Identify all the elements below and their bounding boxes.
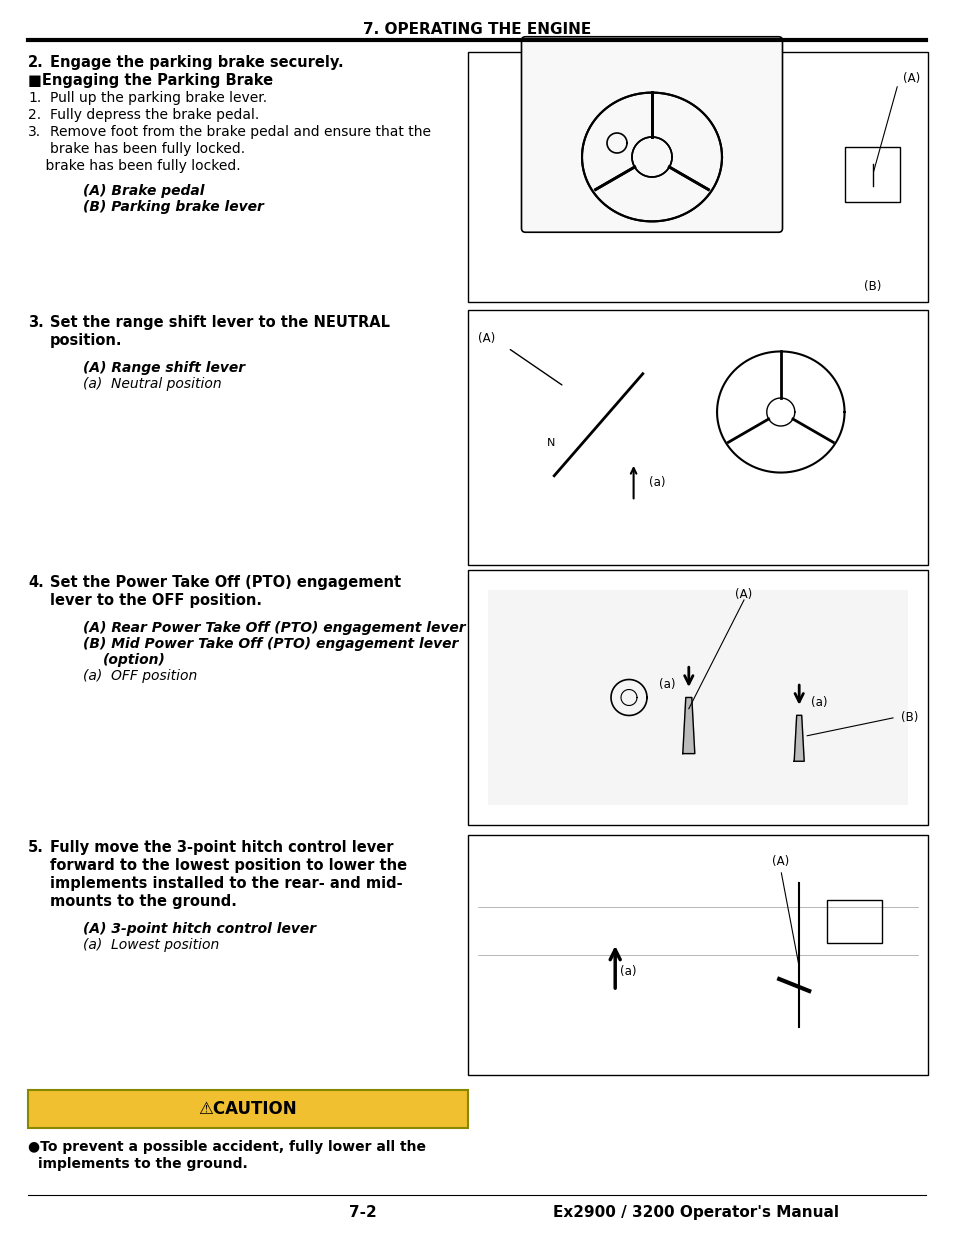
Text: 7-2: 7-2 bbox=[348, 1205, 376, 1220]
Text: Fully move the 3-point hitch control lever: Fully move the 3-point hitch control lev… bbox=[50, 840, 393, 855]
Bar bbox=[844, 147, 900, 203]
Text: N: N bbox=[546, 437, 555, 447]
Text: (A): (A) bbox=[771, 855, 788, 868]
Text: (a): (a) bbox=[810, 697, 826, 709]
FancyBboxPatch shape bbox=[521, 37, 781, 232]
Polygon shape bbox=[793, 715, 803, 761]
Text: 1.: 1. bbox=[28, 91, 41, 105]
Text: (B) Mid Power Take Off (PTO) engagement lever: (B) Mid Power Take Off (PTO) engagement … bbox=[83, 637, 457, 651]
Text: (A) Range shift lever: (A) Range shift lever bbox=[83, 361, 245, 375]
Text: Remove foot from the brake pedal and ensure that the: Remove foot from the brake pedal and ens… bbox=[50, 125, 431, 140]
Text: (a)  Neutral position: (a) Neutral position bbox=[83, 377, 221, 391]
Text: (A) 3-point hitch control lever: (A) 3-point hitch control lever bbox=[83, 923, 315, 936]
Text: ■Engaging the Parking Brake: ■Engaging the Parking Brake bbox=[28, 73, 273, 88]
Text: 5.: 5. bbox=[28, 840, 44, 855]
Text: ●To prevent a possible accident, fully lower all the: ●To prevent a possible accident, fully l… bbox=[28, 1140, 426, 1153]
Text: (B): (B) bbox=[900, 711, 917, 725]
Text: 2.: 2. bbox=[28, 56, 44, 70]
Text: brake has been fully locked.: brake has been fully locked. bbox=[28, 159, 240, 173]
Text: 7. OPERATING THE ENGINE: 7. OPERATING THE ENGINE bbox=[362, 22, 591, 37]
Text: 3.: 3. bbox=[28, 125, 41, 140]
Text: mounts to the ground.: mounts to the ground. bbox=[50, 894, 236, 909]
Text: (B) Parking brake lever: (B) Parking brake lever bbox=[83, 200, 264, 214]
Text: Pull up the parking brake lever.: Pull up the parking brake lever. bbox=[50, 91, 267, 105]
Text: forward to the lowest position to lower the: forward to the lowest position to lower … bbox=[50, 858, 407, 873]
Text: (a): (a) bbox=[658, 678, 675, 692]
Text: position.: position. bbox=[50, 333, 122, 348]
Text: (A) Brake pedal: (A) Brake pedal bbox=[83, 184, 204, 198]
Bar bbox=[468, 52, 927, 303]
Text: (a)  OFF position: (a) OFF position bbox=[83, 669, 197, 683]
Text: 2.: 2. bbox=[28, 107, 41, 122]
Text: (A) Rear Power Take Off (PTO) engagement lever: (A) Rear Power Take Off (PTO) engagement… bbox=[83, 621, 465, 635]
Text: ⚠CAUTION: ⚠CAUTION bbox=[198, 1100, 297, 1118]
Text: implements installed to the rear- and mid-: implements installed to the rear- and mi… bbox=[50, 876, 402, 890]
Text: Ex2900 / 3200 Operator's Manual: Ex2900 / 3200 Operator's Manual bbox=[553, 1205, 839, 1220]
Text: (option): (option) bbox=[103, 653, 166, 667]
Bar bbox=[468, 835, 927, 1074]
Text: (B): (B) bbox=[863, 280, 881, 293]
Bar bbox=[28, 1091, 468, 1128]
Text: Set the Power Take Off (PTO) engagement: Set the Power Take Off (PTO) engagement bbox=[50, 576, 400, 590]
Bar bbox=[468, 571, 927, 825]
Text: (a)  Lowest position: (a) Lowest position bbox=[83, 939, 219, 952]
Text: (A): (A) bbox=[902, 72, 919, 85]
Bar bbox=[826, 900, 882, 944]
Text: Set the range shift lever to the NEUTRAL: Set the range shift lever to the NEUTRAL bbox=[50, 315, 390, 330]
Text: 3.: 3. bbox=[28, 315, 44, 330]
Bar bbox=[468, 310, 927, 564]
Polygon shape bbox=[682, 698, 694, 753]
Text: 4.: 4. bbox=[28, 576, 44, 590]
Text: implements to the ground.: implements to the ground. bbox=[38, 1157, 248, 1171]
Text: lever to the OFF position.: lever to the OFF position. bbox=[50, 593, 262, 608]
FancyBboxPatch shape bbox=[488, 590, 907, 805]
Text: Engage the parking brake securely.: Engage the parking brake securely. bbox=[50, 56, 343, 70]
Text: (a): (a) bbox=[619, 966, 636, 978]
Text: (a): (a) bbox=[648, 475, 664, 489]
Text: (A): (A) bbox=[735, 588, 752, 601]
Text: (A): (A) bbox=[477, 332, 495, 345]
Text: Fully depress the brake pedal.: Fully depress the brake pedal. bbox=[50, 107, 259, 122]
Text: brake has been fully locked.: brake has been fully locked. bbox=[50, 142, 245, 156]
